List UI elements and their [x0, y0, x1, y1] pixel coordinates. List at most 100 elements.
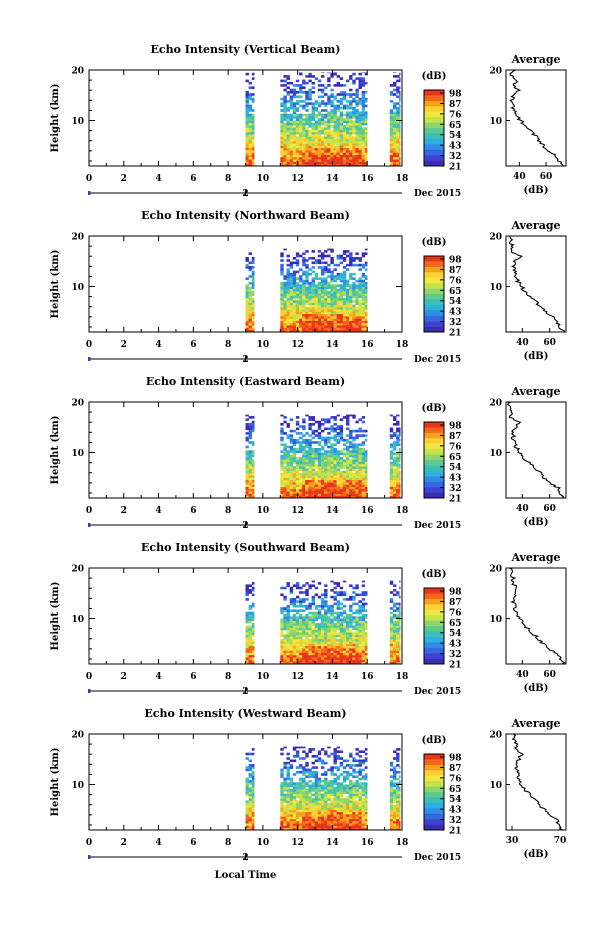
- heatmap-cell: [321, 141, 325, 144]
- heatmap-cell: [299, 661, 303, 665]
- heatmap-cell: [286, 327, 290, 331]
- heatmap-cell: [324, 795, 328, 799]
- heatmap-cell: [314, 154, 319, 158]
- heatmap-cell: [333, 786, 337, 790]
- heatmap-cell: [299, 457, 303, 460]
- heatmap-cell: [305, 316, 309, 319]
- heatmap-cell: [336, 618, 340, 622]
- heatmap-cell: [349, 147, 353, 151]
- heatmap-cell: [308, 657, 312, 660]
- heatmap-cell: [399, 120, 401, 124]
- heatmap-cell: [399, 661, 401, 665]
- colorbar-segment: [424, 288, 444, 295]
- heatmap-cell: [346, 268, 350, 271]
- colorbar-segment: [424, 122, 444, 129]
- heatmap-cell: [289, 147, 294, 151]
- heatmap-cell: [280, 825, 284, 829]
- heatmap-cell: [308, 818, 312, 822]
- heatmap-cell: [324, 634, 328, 637]
- heatmap-cell: [346, 116, 350, 119]
- heatmap-cell: [349, 150, 353, 153]
- heatmap-cell: [314, 593, 319, 597]
- heatmap-cell: [352, 141, 356, 144]
- heatmap-cell: [311, 484, 315, 487]
- heatmap-cell: [292, 131, 297, 135]
- heatmap-cell: [324, 450, 328, 453]
- colorbar-segment: [424, 598, 444, 605]
- heatmap-cell: [336, 106, 340, 110]
- heatmap-cell: [245, 302, 249, 305]
- heatmap-cell: [333, 316, 337, 319]
- heatmap-cell: [389, 475, 394, 478]
- heatmap-cell: [389, 122, 394, 126]
- heatmap-cell: [330, 100, 334, 103]
- heatmap-cell: [346, 152, 350, 155]
- heatmap-cell: [308, 627, 312, 631]
- heatmap-cell: [295, 484, 300, 487]
- heatmap-cell: [289, 827, 294, 831]
- heatmap-cell: [364, 452, 368, 456]
- heatmap-cell: [321, 329, 325, 333]
- heatmap-cell: [251, 275, 255, 278]
- heatmap-cell: [321, 632, 325, 635]
- heatmap-cell: [305, 322, 309, 326]
- heatmap-cell: [358, 295, 362, 299]
- heatmap-cell: [352, 282, 356, 285]
- heatmap-cell: [330, 309, 334, 312]
- heatmap-cell: [321, 650, 325, 653]
- heatmap-cell: [399, 138, 401, 142]
- heatmap-cell: [248, 311, 252, 315]
- heatmap-cell: [327, 782, 331, 785]
- heatmap-cell: [399, 477, 401, 481]
- heatmap-cell: [324, 109, 328, 112]
- heatmap-cell: [308, 427, 312, 431]
- heatmap-cell: [355, 116, 359, 119]
- heatmap-cell: [305, 163, 309, 167]
- heatmap-cell: [352, 488, 356, 492]
- heatmap-cell: [339, 648, 344, 651]
- heatmap-cell: [286, 604, 290, 608]
- heatmap-cell: [336, 623, 340, 626]
- heatmap-cell: [299, 807, 303, 810]
- heatmap-cell: [393, 659, 397, 663]
- heatmap-cell: [251, 156, 255, 160]
- heatmap-cell: [308, 643, 312, 647]
- heatmap-cell: [299, 300, 303, 303]
- heatmap-cell: [248, 293, 252, 296]
- heatmap-cell: [342, 493, 347, 497]
- heatmap-cell: [280, 468, 284, 471]
- heatmap-cell: [299, 309, 303, 312]
- colorbar-segment: [424, 443, 444, 450]
- heatmap-cell: [393, 475, 397, 478]
- heatmap-cell: [364, 648, 368, 651]
- heatmap-cell: [330, 118, 334, 121]
- heatmap-cell: [355, 141, 359, 144]
- heatmap-cell: [286, 782, 290, 785]
- heatmap-cell: [321, 116, 325, 119]
- heatmap-cell: [245, 320, 249, 324]
- heatmap-cell: [292, 257, 297, 260]
- heatmap-cell: [280, 259, 284, 262]
- heatmap-cell: [393, 138, 397, 142]
- heatmap-cell: [305, 827, 309, 831]
- heatmap-cell: [336, 84, 340, 87]
- colorbar-tick-label: 65: [449, 121, 462, 131]
- heatmap-cell: [248, 764, 252, 767]
- heatmap-cell: [342, 627, 347, 631]
- colorbar-segment: [424, 326, 444, 333]
- heatmap-cell: [314, 127, 319, 130]
- heatmap-cell: [324, 143, 328, 146]
- heatmap-cell: [361, 484, 366, 487]
- heatmap-cell: [280, 127, 284, 130]
- heatmap-cell: [342, 625, 347, 628]
- heatmap-cell: [393, 120, 397, 124]
- heatmap-cell: [311, 429, 315, 433]
- colorbar-segment: [424, 647, 444, 654]
- heatmap-cell: [317, 823, 322, 826]
- heatmap-cell: [248, 320, 252, 324]
- heatmap-cell: [251, 300, 255, 303]
- heatmap-cell: [361, 639, 366, 642]
- heatmap-cell: [286, 641, 290, 644]
- colorbar-segment: [424, 492, 444, 499]
- heatmap-cell: [308, 791, 312, 794]
